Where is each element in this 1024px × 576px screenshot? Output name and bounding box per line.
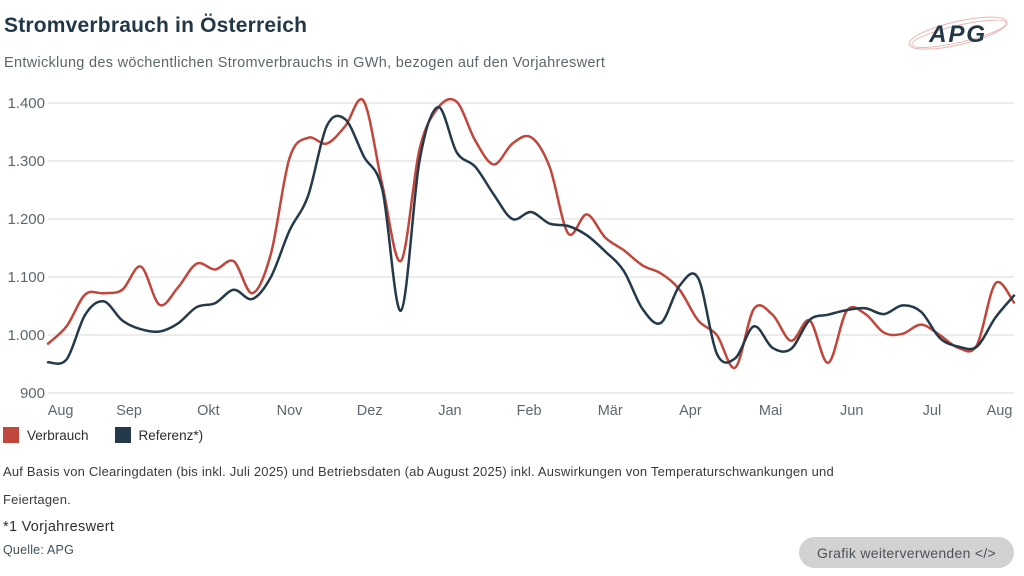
chart-legend: Verbrauch Referenz*) xyxy=(3,427,203,443)
x-axis-tick: Nov xyxy=(277,403,304,419)
x-axis-tick: Sep xyxy=(116,403,142,419)
verbrauch-line xyxy=(46,97,1016,369)
x-axis-tick: Aug xyxy=(987,403,1013,419)
x-axis-tick: Feb xyxy=(517,403,542,419)
y-axis-tick: 1.100 xyxy=(7,269,45,286)
referenz-line xyxy=(46,105,1016,365)
x-axis-tick: Okt xyxy=(197,403,220,419)
legend-item-referenz: Referenz*) xyxy=(114,427,204,443)
y-axis-tick: 1.200 xyxy=(7,211,45,228)
logo-text: APG xyxy=(928,21,987,48)
x-axis-tick: Dez xyxy=(357,403,383,419)
legend-label: Referenz*) xyxy=(138,427,204,443)
y-axis-tick: 1.300 xyxy=(7,153,45,170)
page-subtitle: Entwicklung des wöchentlichen Stromverbr… xyxy=(4,55,606,71)
x-axis-tick: Apr xyxy=(679,403,702,419)
y-axis-tick: 1.000 xyxy=(7,327,45,344)
footnote-reference: *1 Vorjahreswert xyxy=(3,519,115,535)
y-axis-tick: 1.400 xyxy=(7,95,45,112)
legend-label: Verbrauch xyxy=(27,427,89,443)
referenz-swatch-icon xyxy=(114,427,131,443)
page-title: Stromverbrauch in Österreich xyxy=(4,14,308,37)
x-axis-tick: Jun xyxy=(840,403,863,419)
x-axis-tick: Aug xyxy=(48,403,74,419)
source-note: Quelle: APG xyxy=(3,543,74,557)
apg-logo: APG xyxy=(908,16,1008,50)
x-axis-tick: Jul xyxy=(923,403,942,419)
x-axis-tick: Mär xyxy=(598,403,623,419)
footnote-basis: Auf Basis von Clearingdaten (bis inkl. J… xyxy=(3,464,834,507)
reuse-graphic-button[interactable]: Grafik weiterverwenden </> xyxy=(799,537,1014,568)
consumption-chart: 900 1.000 1.100 1.200 1.300 1.400 Aug Sep Okt Nov… xyxy=(0,93,1020,425)
x-axis-tick: Mai xyxy=(759,403,782,419)
verbrauch-swatch-icon xyxy=(3,427,19,443)
x-axis-tick: Jan xyxy=(438,403,461,419)
y-axis-tick: 900 xyxy=(20,385,45,402)
legend-item-verbrauch: Verbrauch xyxy=(3,427,89,443)
logo-swoosh-icon xyxy=(908,16,1008,50)
